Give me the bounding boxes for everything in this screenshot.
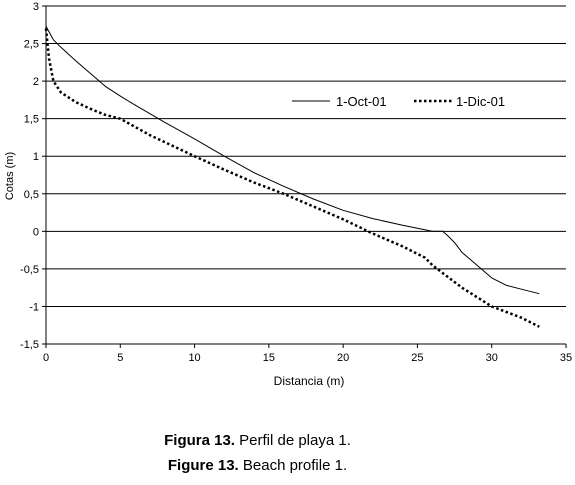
y-tick-label: -1 bbox=[29, 301, 39, 313]
y-tick-label: 1 bbox=[33, 151, 39, 163]
x-tick-label: 20 bbox=[337, 352, 349, 364]
caption-label-en: Figure 13. bbox=[167, 457, 239, 474]
beach-profile-chart: 3 2,5 2 1,5 1 0,5 0 -0,5 -1 -1,5 0 5 10 15 20 25 30 35 1… bbox=[4, 1, 572, 388]
y-tick-label: 2,5 bbox=[24, 39, 39, 51]
y-tick-label: -0,5 bbox=[20, 264, 39, 276]
y-tick-label: 2 bbox=[33, 76, 39, 88]
x-tick-label: 5 bbox=[117, 352, 123, 364]
series-line-oct bbox=[45, 26, 540, 295]
y-tick-label: -1,5 bbox=[20, 339, 39, 351]
x-tick-label: 10 bbox=[188, 352, 200, 364]
y-tick-label: 3 bbox=[33, 1, 39, 13]
plot-frame bbox=[45, 6, 566, 345]
y-tick-label: 0 bbox=[33, 226, 39, 238]
series-lines bbox=[44, 26, 540, 328]
x-tick-label: 30 bbox=[486, 352, 498, 364]
series-line-dic bbox=[44, 28, 540, 328]
y-axis-ticks: 3 2,5 2 1,5 1 0,5 0 -0,5 -1 -1,5 bbox=[20, 1, 46, 351]
figure-caption-es: Figura 13. Perfil de playa 1. bbox=[0, 431, 545, 450]
legend: 1-Oct-01 1-Dic-01 bbox=[292, 94, 505, 109]
legend-label-dic: 1-Dic-01 bbox=[456, 94, 505, 109]
figure-caption-en: Figure 13. Beach profile 1. bbox=[0, 456, 545, 475]
legend-label-oct: 1-Oct-01 bbox=[336, 94, 387, 109]
caption-text-es: Perfil de playa 1. bbox=[234, 432, 351, 449]
caption-label-es: Figura 13. bbox=[164, 432, 235, 449]
x-tick-label: 0 bbox=[43, 352, 49, 364]
x-tick-label: 35 bbox=[560, 352, 572, 364]
y-tick-label: 0,5 bbox=[24, 189, 39, 201]
gridlines bbox=[46, 5, 566, 345]
x-tick-label: 25 bbox=[411, 352, 423, 364]
x-axis-title: Distancia (m) bbox=[274, 374, 345, 388]
y-tick-label: 1,5 bbox=[24, 114, 39, 126]
x-tick-label: 15 bbox=[263, 352, 275, 364]
caption-text-en: Beach profile 1. bbox=[238, 457, 348, 474]
x-axis-ticks: 0 5 10 15 20 25 30 35 bbox=[43, 344, 572, 364]
y-axis-title: Cotas (m) bbox=[4, 152, 16, 200]
